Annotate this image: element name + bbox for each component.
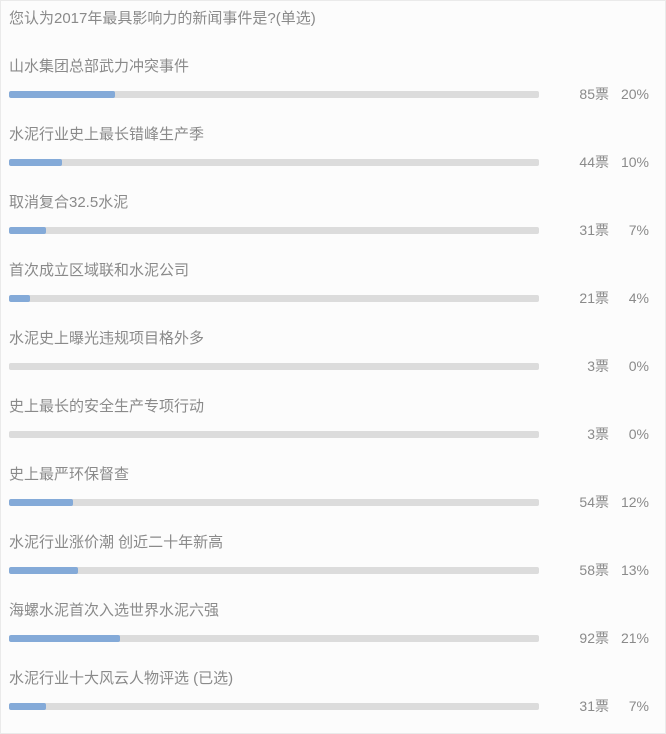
poll-option-label[interactable]: 水泥行业史上最长错峰生产季: [9, 126, 205, 143]
poll-option-label[interactable]: 史上最严环保督查: [9, 466, 130, 483]
poll-option-label[interactable]: 海螺水泥首次入选世界水泥六强: [9, 602, 220, 619]
vote-bar-fill: [9, 294, 31, 302]
poll-option-label[interactable]: 山水集团总部武力冲突事件: [9, 58, 190, 75]
vote-bar-track: [9, 90, 539, 98]
poll-option-label[interactable]: 取消复合32.5水泥: [9, 194, 129, 211]
vote-bar-fill: [9, 498, 73, 506]
poll-option-label[interactable]: 史上最长的安全生产专项行动: [9, 398, 205, 415]
vote-count: 92票: [579, 630, 609, 646]
vote-bar-track: [9, 294, 539, 302]
vote-percent: 12%: [620, 494, 649, 510]
poll-widget: 您认为2017年最具影响力的新闻事件是?(单选) 山水集团总部武力冲突事件 85…: [1, 1, 665, 714]
poll-options-list: 山水集团总部武力冲突事件 85票 20% 水泥行业史上最长错峰生产季 44票 1…: [9, 56, 657, 714]
poll-option-result-row: 58票 13%: [9, 562, 657, 578]
vote-count: 58票: [579, 562, 609, 578]
vote-count: 3票: [587, 358, 609, 374]
vote-bar-fill: [9, 566, 78, 574]
poll-option-result-row: 31票 7%: [9, 698, 657, 714]
vote-count: 21票: [579, 290, 609, 306]
poll-option-label[interactable]: 水泥行业涨价潮 创近二十年新高: [9, 534, 224, 551]
poll-option-result-row: 21票 4%: [9, 290, 657, 306]
poll-option-result-row: 3票 0%: [9, 426, 657, 442]
vote-count: 44票: [579, 154, 609, 170]
poll-option-label[interactable]: 水泥史上曝光违规项目格外多: [9, 330, 205, 347]
poll-option: 水泥史上曝光违规项目格外多 3票 0%: [9, 328, 657, 374]
vote-percent: 4%: [628, 290, 649, 306]
vote-bar-track: [9, 362, 539, 370]
vote-percent: 20%: [620, 86, 649, 102]
vote-count: 31票: [579, 222, 609, 238]
vote-bar-fill: [9, 226, 47, 234]
vote-percent: 0%: [628, 426, 649, 442]
poll-option: 水泥行业涨价潮 创近二十年新高 58票 13%: [9, 532, 657, 578]
poll-option: 水泥行业史上最长错峰生产季 44票 10%: [9, 124, 657, 170]
poll-option: 水泥行业十大风云人物评选 (已选) 31票 7%: [9, 668, 657, 714]
poll-option: 首次成立区域联和水泥公司 21票 4%: [9, 260, 657, 306]
poll-option-result-row: 44票 10%: [9, 154, 657, 170]
vote-percent: 0%: [628, 358, 649, 374]
vote-bar-track: [9, 226, 539, 234]
vote-bar-track: [9, 430, 539, 438]
poll-option-result-row: 92票 21%: [9, 630, 657, 646]
vote-count: 3票: [587, 426, 609, 442]
vote-bar-fill: [9, 158, 62, 166]
poll-option-result-row: 85票 20%: [9, 86, 657, 102]
poll-question: 您认为2017年最具影响力的新闻事件是?(单选): [9, 10, 316, 27]
poll-option: 取消复合32.5水泥 31票 7%: [9, 192, 657, 238]
vote-bar-track: [9, 634, 539, 642]
vote-percent: 7%: [628, 222, 649, 238]
poll-option: 海螺水泥首次入选世界水泥六强 92票 21%: [9, 600, 657, 646]
vote-percent: 21%: [620, 630, 649, 646]
poll-option-label[interactable]: 水泥行业十大风云人物评选 (已选): [9, 670, 234, 687]
vote-count: 85票: [579, 86, 609, 102]
poll-option: 山水集团总部武力冲突事件 85票 20%: [9, 56, 657, 102]
poll-option-result-row: 31票 7%: [9, 222, 657, 238]
vote-bar-track: [9, 566, 539, 574]
vote-bar-track: [9, 158, 539, 166]
poll-option: 史上最长的安全生产专项行动 3票 0%: [9, 396, 657, 442]
poll-option: 史上最严环保督查 54票 12%: [9, 464, 657, 510]
poll-option-result-row: 3票 0%: [9, 358, 657, 374]
vote-percent: 7%: [628, 698, 649, 714]
vote-percent: 10%: [620, 154, 649, 170]
vote-bar-track: [9, 498, 539, 506]
vote-bar-fill: [9, 90, 115, 98]
vote-bar-fill: [9, 702, 47, 710]
vote-count: 54票: [579, 494, 609, 510]
vote-bar-track: [9, 702, 539, 710]
vote-count: 31票: [579, 698, 609, 714]
poll-option-label[interactable]: 首次成立区域联和水泥公司: [9, 262, 190, 279]
vote-percent: 13%: [620, 562, 649, 578]
poll-option-result-row: 54票 12%: [9, 494, 657, 510]
vote-bar-fill: [9, 634, 121, 642]
